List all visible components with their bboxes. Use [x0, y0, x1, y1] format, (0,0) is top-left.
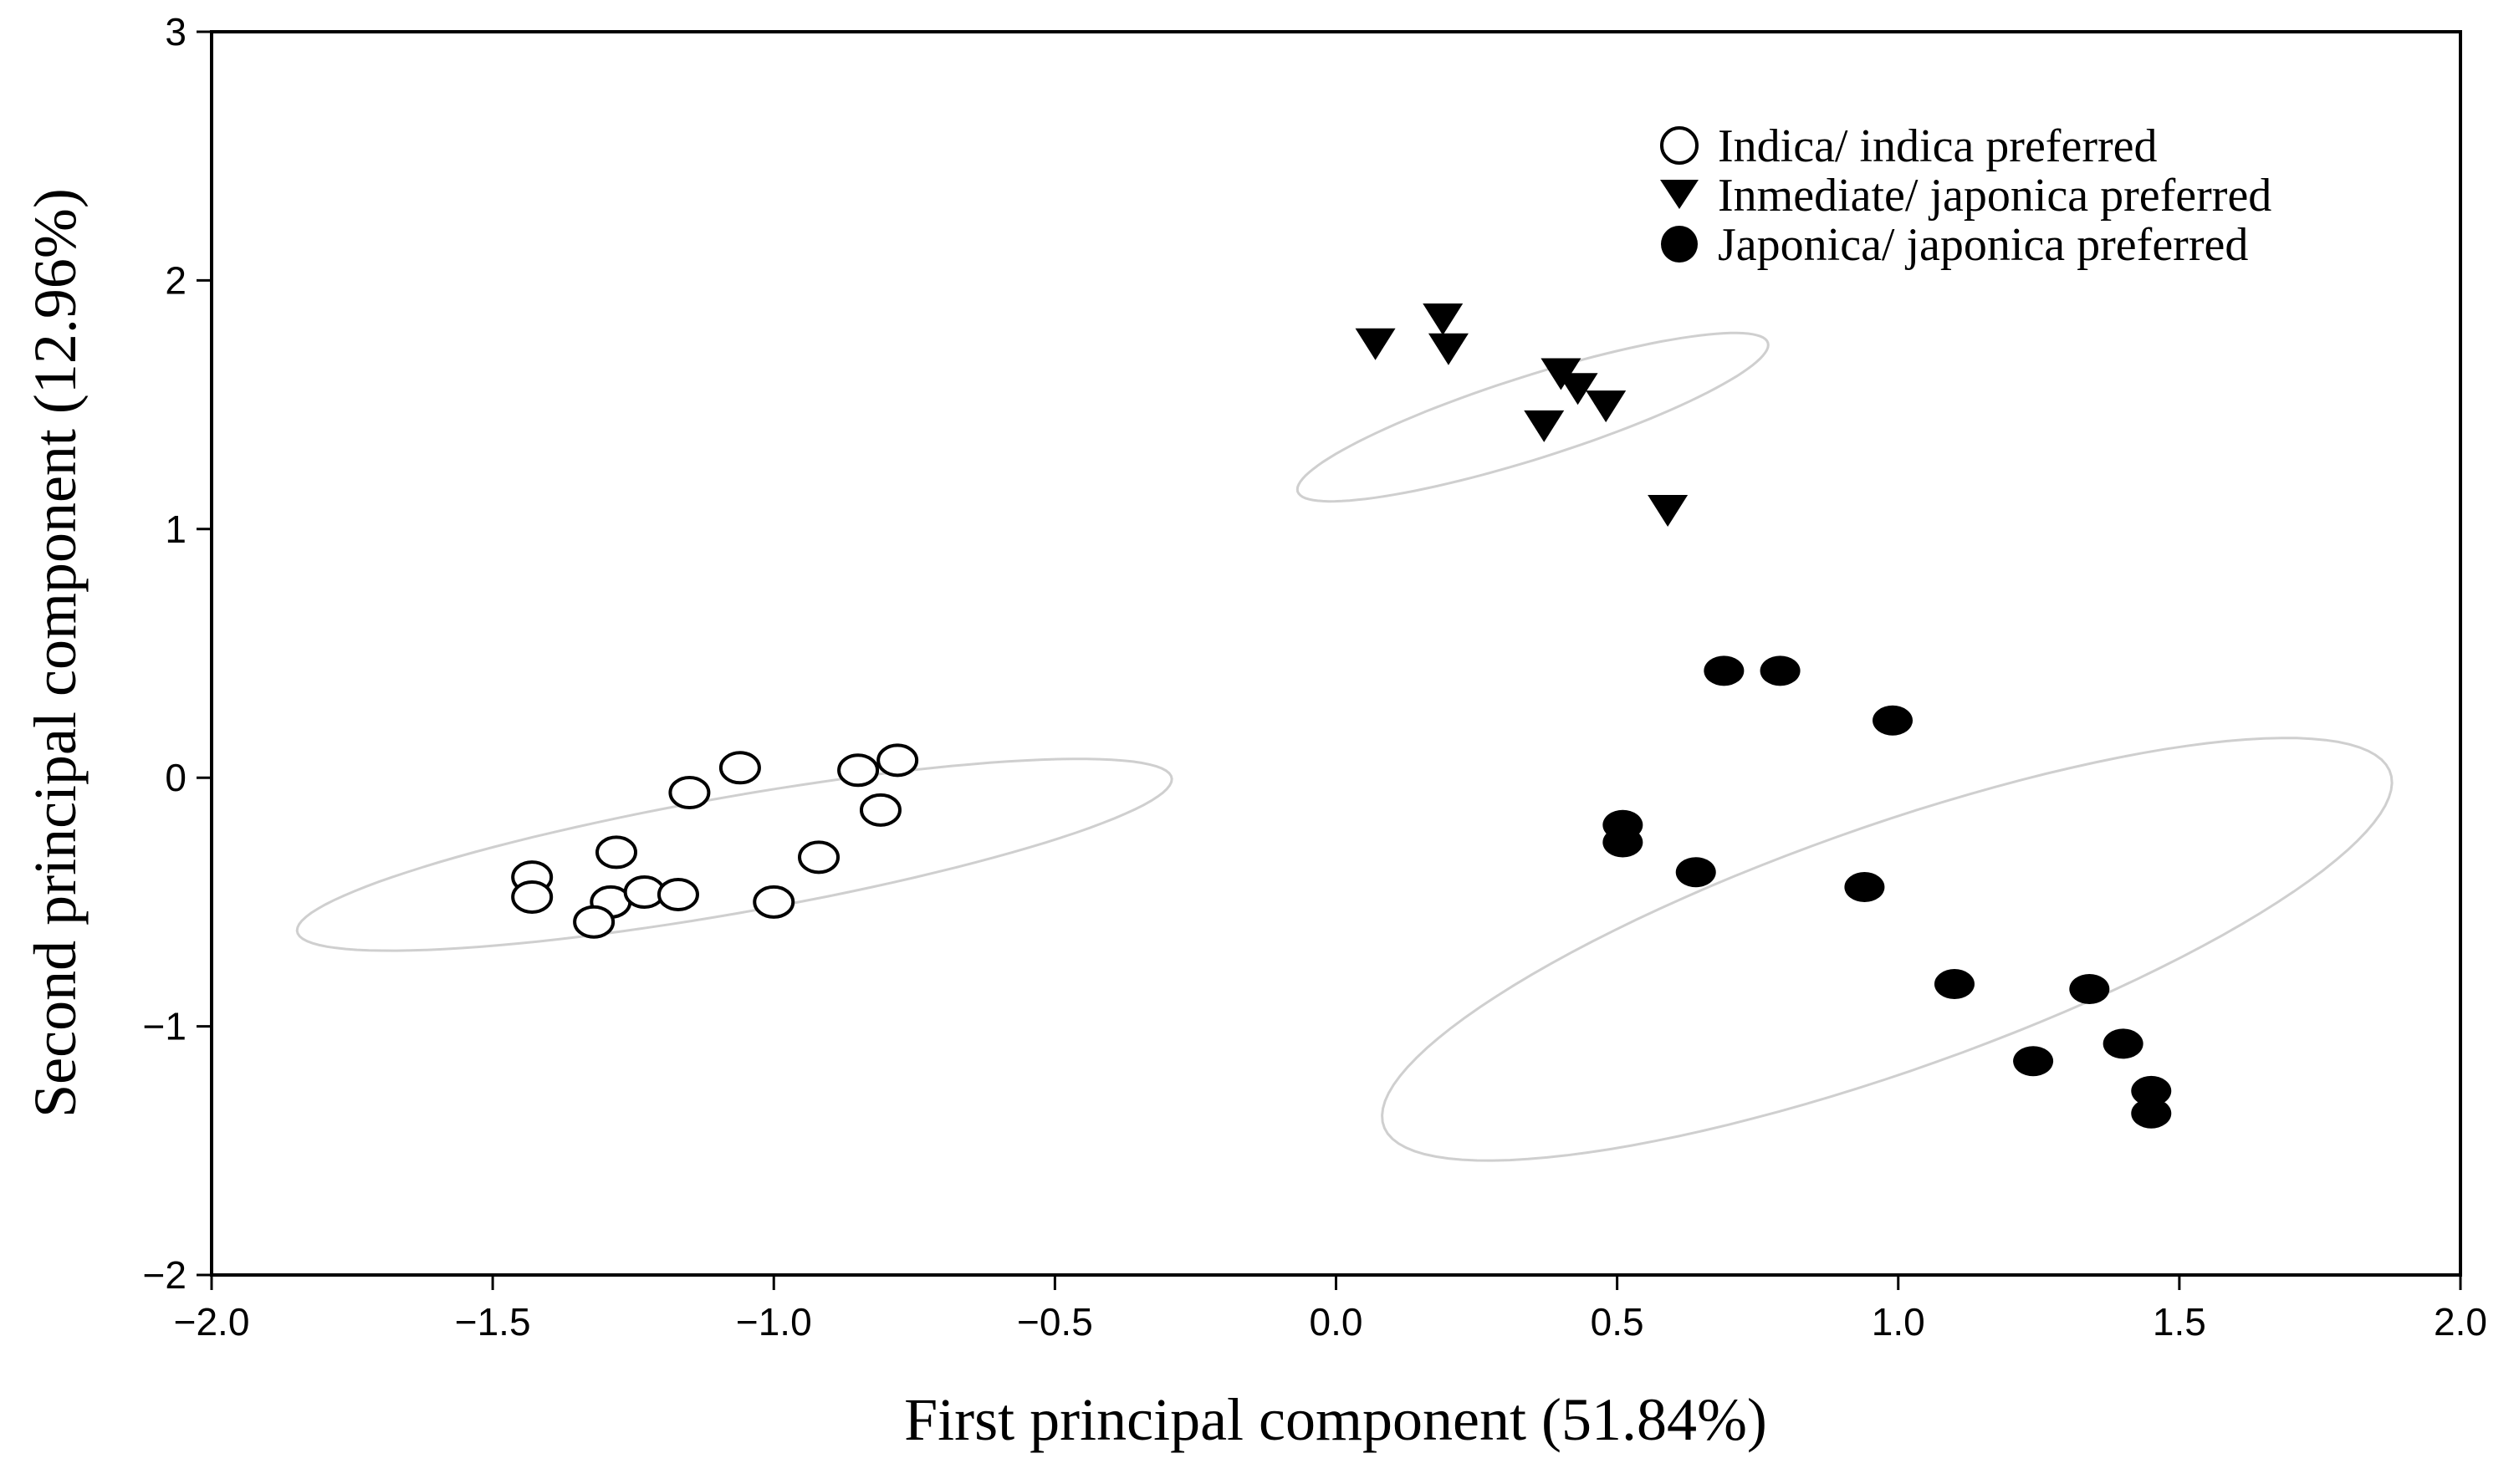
- point-japonica: [1602, 827, 1643, 858]
- axis-ticks: −2.0 −1.5 −1.0 −0.5 0.0 0.5 1.0 1.5 2.0 −2 −1 0 1 2 3: [143, 10, 2487, 1344]
- point-indica: [718, 751, 761, 785]
- point-japonica: [1873, 705, 1914, 736]
- point-intermediate: [1428, 333, 1469, 365]
- point-intermediate: [1524, 410, 1565, 442]
- point-intermediate: [1423, 303, 1464, 336]
- point-indica: [753, 885, 795, 919]
- point-indica: [511, 880, 554, 914]
- legend-marker-indica: [1660, 126, 1699, 165]
- legend-label-indica: Indica/ indica preferred: [1718, 120, 2157, 172]
- legend-marker-intermediate: [1660, 180, 1699, 209]
- ellipse-japonica: [1381, 737, 2394, 1162]
- point-indica: [798, 840, 841, 875]
- point-japonica: [1934, 969, 1975, 1000]
- point-intermediate: [1355, 328, 1396, 360]
- point-japonica: [2103, 1028, 2143, 1059]
- point-indica: [573, 905, 616, 939]
- point-japonica: [2013, 1046, 2054, 1077]
- y-tick-label: 2: [165, 258, 186, 302]
- point-indica: [876, 743, 919, 778]
- x-tick-label: 2.0: [2434, 1300, 2487, 1344]
- point-indica: [859, 793, 902, 827]
- data-points: [511, 303, 2172, 1129]
- y-tick-label: 0: [165, 756, 186, 799]
- legend-label-japonica: Japonica/ japonica preferred: [1718, 219, 2248, 271]
- x-tick-label: −2.0: [174, 1300, 250, 1344]
- point-japonica: [1704, 655, 1745, 686]
- x-tick-label: 1.0: [1872, 1300, 1925, 1344]
- point-indica: [595, 835, 638, 869]
- legend-marker-japonica: [1661, 226, 1698, 263]
- y-tick-label: −2: [143, 1253, 186, 1297]
- x-tick-label: 1.5: [2153, 1300, 2206, 1344]
- legend-label-intermediate: Inmediate/ japonica preferred: [1718, 170, 2271, 222]
- x-tick-label: 0.0: [1310, 1300, 1363, 1344]
- x-tick-label: −1.5: [455, 1300, 531, 1344]
- y-tick-label: 3: [165, 10, 186, 54]
- x-tick-label: −0.5: [1017, 1300, 1093, 1344]
- point-intermediate: [1586, 390, 1627, 423]
- y-axis-title: Second principal component (12.96%): [22, 188, 89, 1118]
- legend: Indica/ indica preferred Inmediate/ japo…: [1660, 120, 2271, 271]
- x-axis-title: First principal component (51.84%): [904, 1386, 1767, 1453]
- point-japonica: [1844, 872, 1885, 903]
- point-japonica: [1760, 655, 1801, 686]
- point-japonica: [2069, 973, 2110, 1004]
- ellipse-intermediate: [1295, 331, 1770, 503]
- y-tick-label: 1: [165, 507, 186, 551]
- y-tick-label: −1: [143, 1005, 186, 1048]
- x-tick-label: 0.5: [1591, 1300, 1644, 1344]
- point-indica: [657, 877, 699, 911]
- point-indica: [668, 776, 711, 810]
- point-intermediate: [1557, 373, 1598, 405]
- point-intermediate: [1648, 495, 1689, 528]
- point-japonica: [2131, 1075, 2172, 1106]
- x-tick-label: −1.0: [736, 1300, 812, 1344]
- point-japonica: [1675, 857, 1716, 888]
- point-japonica: [2131, 1098, 2172, 1129]
- point-indica: [837, 753, 880, 788]
